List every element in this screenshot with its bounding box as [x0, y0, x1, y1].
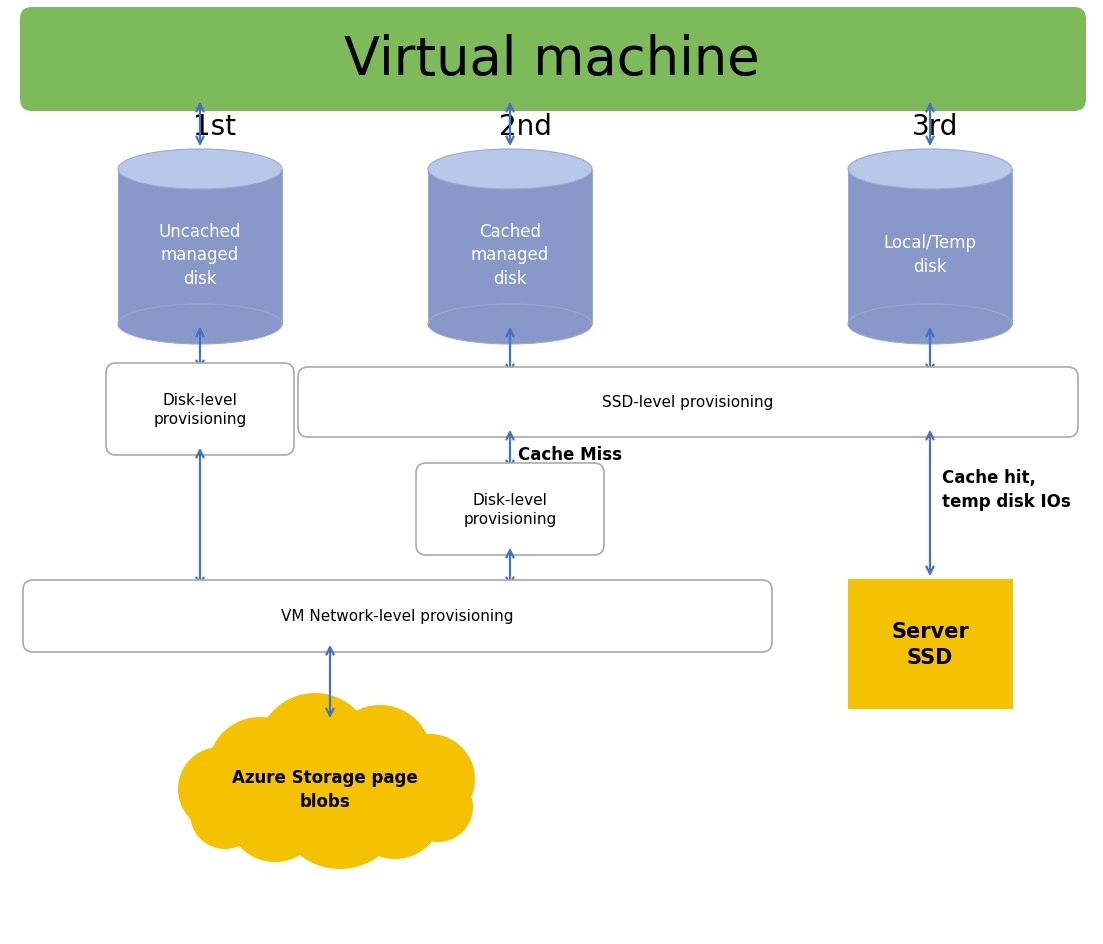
Text: 1st: 1st — [193, 113, 236, 141]
Ellipse shape — [118, 305, 282, 345]
Circle shape — [328, 705, 432, 809]
Text: Local/Temp
disk: Local/Temp disk — [884, 234, 976, 276]
Ellipse shape — [848, 150, 1011, 190]
Ellipse shape — [118, 150, 282, 190]
Ellipse shape — [428, 150, 592, 190]
Bar — [848, 170, 1011, 325]
Circle shape — [385, 734, 475, 824]
FancyBboxPatch shape — [298, 367, 1078, 437]
Circle shape — [178, 748, 263, 831]
Text: Cache Miss: Cache Miss — [518, 446, 622, 464]
Text: SSD-level provisioning: SSD-level provisioning — [602, 396, 773, 410]
Text: Cached
managed
disk: Cached managed disk — [471, 223, 549, 288]
Circle shape — [208, 717, 312, 821]
Bar — [118, 170, 282, 325]
Text: VM Network-level provisioning: VM Network-level provisioning — [281, 609, 514, 624]
FancyBboxPatch shape — [416, 464, 604, 555]
Text: 3rd: 3rd — [912, 113, 959, 141]
FancyBboxPatch shape — [106, 363, 295, 456]
Circle shape — [227, 767, 323, 862]
Text: Server
SSD: Server SSD — [891, 621, 968, 667]
Circle shape — [190, 779, 260, 849]
Bar — [428, 170, 592, 325]
Circle shape — [347, 763, 443, 859]
Bar — [847, 580, 1013, 709]
FancyBboxPatch shape — [20, 8, 1086, 112]
Text: Cache hit,
temp disk IOs: Cache hit, temp disk IOs — [942, 469, 1071, 511]
FancyBboxPatch shape — [23, 581, 772, 652]
Circle shape — [275, 739, 405, 869]
Text: Virtual machine: Virtual machine — [344, 34, 760, 86]
Text: Disk-level
provisioning: Disk-level provisioning — [153, 392, 247, 427]
Text: 2nd: 2nd — [499, 113, 552, 141]
Circle shape — [403, 772, 473, 842]
Text: Disk-level
provisioning: Disk-level provisioning — [463, 492, 557, 527]
Ellipse shape — [848, 305, 1011, 345]
Text: Uncached
managed
disk: Uncached managed disk — [159, 223, 242, 288]
Text: Azure Storage page
blobs: Azure Storage page blobs — [232, 768, 418, 810]
Circle shape — [257, 693, 373, 809]
Ellipse shape — [428, 305, 592, 345]
